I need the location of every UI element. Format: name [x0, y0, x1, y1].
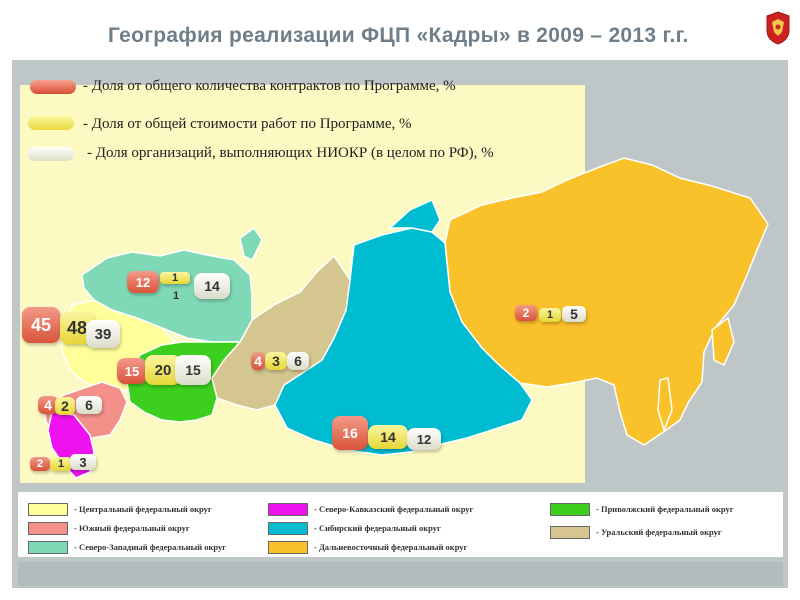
value-south-2: 6: [76, 396, 102, 414]
legend-swatch-ural: [550, 526, 590, 539]
legend-label-volga: - Приволжский федеральный округ: [596, 504, 734, 514]
value-south-1: 2: [55, 397, 75, 415]
indicator-label-cost: - Доля от общей стоимости работ по Прогр…: [83, 116, 412, 132]
value-volga-0: 15: [117, 358, 147, 384]
value-northwest-2: 14: [194, 273, 230, 299]
legend-label-ural: - Уральский федеральный округ: [596, 527, 722, 537]
value-northcaucasus-2: 3: [70, 454, 96, 470]
value-south-0: 4: [38, 396, 58, 414]
region-siberian-taimyr: [388, 198, 441, 233]
footer-bar: [18, 562, 783, 586]
value-ural-0: 4: [251, 352, 265, 370]
value-fareast-0: 2: [515, 305, 537, 321]
legend-label-northwest: - Северо-Западный федеральный округ: [74, 542, 227, 552]
legend-swatch-northwest: [28, 541, 68, 554]
indicator-label-organizations: - Доля организаций, выполняющих НИОКР (в…: [87, 145, 494, 161]
value-northwest-extra: 1: [172, 290, 180, 302]
legend-swatch-south: [28, 522, 68, 535]
legend-label-central: - Центральный федеральный округ: [74, 504, 212, 514]
legend-swatch-volga: [550, 503, 590, 516]
value-northwest-0: 12: [127, 271, 159, 293]
legend-swatch-siberian: [268, 522, 308, 535]
value-fareast-1: 1: [539, 308, 561, 322]
value-siberian-1: 14: [368, 425, 408, 449]
value-ural-2: 6: [287, 352, 309, 370]
indicator-chip-contracts: [30, 80, 76, 94]
district-legend: - Центральный федеральный округ - Южный ф…: [18, 492, 783, 557]
value-central-0: 45: [22, 307, 60, 343]
region-fareast-sakhalin: [657, 377, 673, 433]
region-northwest-novaya-zemlya: [239, 226, 263, 262]
legend-swatch-northcaucasus: [268, 503, 308, 516]
value-northcaucasus-0: 2: [30, 457, 50, 471]
indicator-chip-organizations: [28, 147, 74, 161]
value-ural-1: 3: [265, 352, 287, 370]
indicator-label-contracts: - Доля от общего количества контрактов п…: [83, 78, 456, 94]
value-central-2: 39: [86, 320, 120, 348]
slide-title: География реализации ФЦП «Кадры» в 2009 …: [108, 24, 689, 47]
russian-coat-of-arms-icon: [766, 11, 790, 45]
value-fareast-2: 5: [562, 306, 586, 322]
value-volga-2: 15: [175, 355, 211, 385]
legend-label-fareast: - Дальневосточный федеральный округ: [314, 542, 468, 552]
legend-label-northcaucasus: - Северо-Кавказский федеральный округ: [314, 504, 474, 514]
value-northcaucasus-1: 1: [50, 457, 72, 471]
legend-label-south: - Южный федеральный округ: [74, 523, 190, 533]
value-northwest-1: 1: [160, 272, 190, 284]
value-siberian-0: 16: [332, 416, 368, 450]
value-siberian-2: 12: [407, 428, 441, 450]
legend-label-siberian: - Сибирский федеральный округ: [314, 523, 441, 533]
indicator-chip-cost: [28, 116, 74, 130]
legend-swatch-fareast: [268, 541, 308, 554]
region-fareast: [444, 157, 769, 446]
legend-swatch-central: [28, 503, 68, 516]
region-fareast-kamchatka: [711, 316, 735, 367]
